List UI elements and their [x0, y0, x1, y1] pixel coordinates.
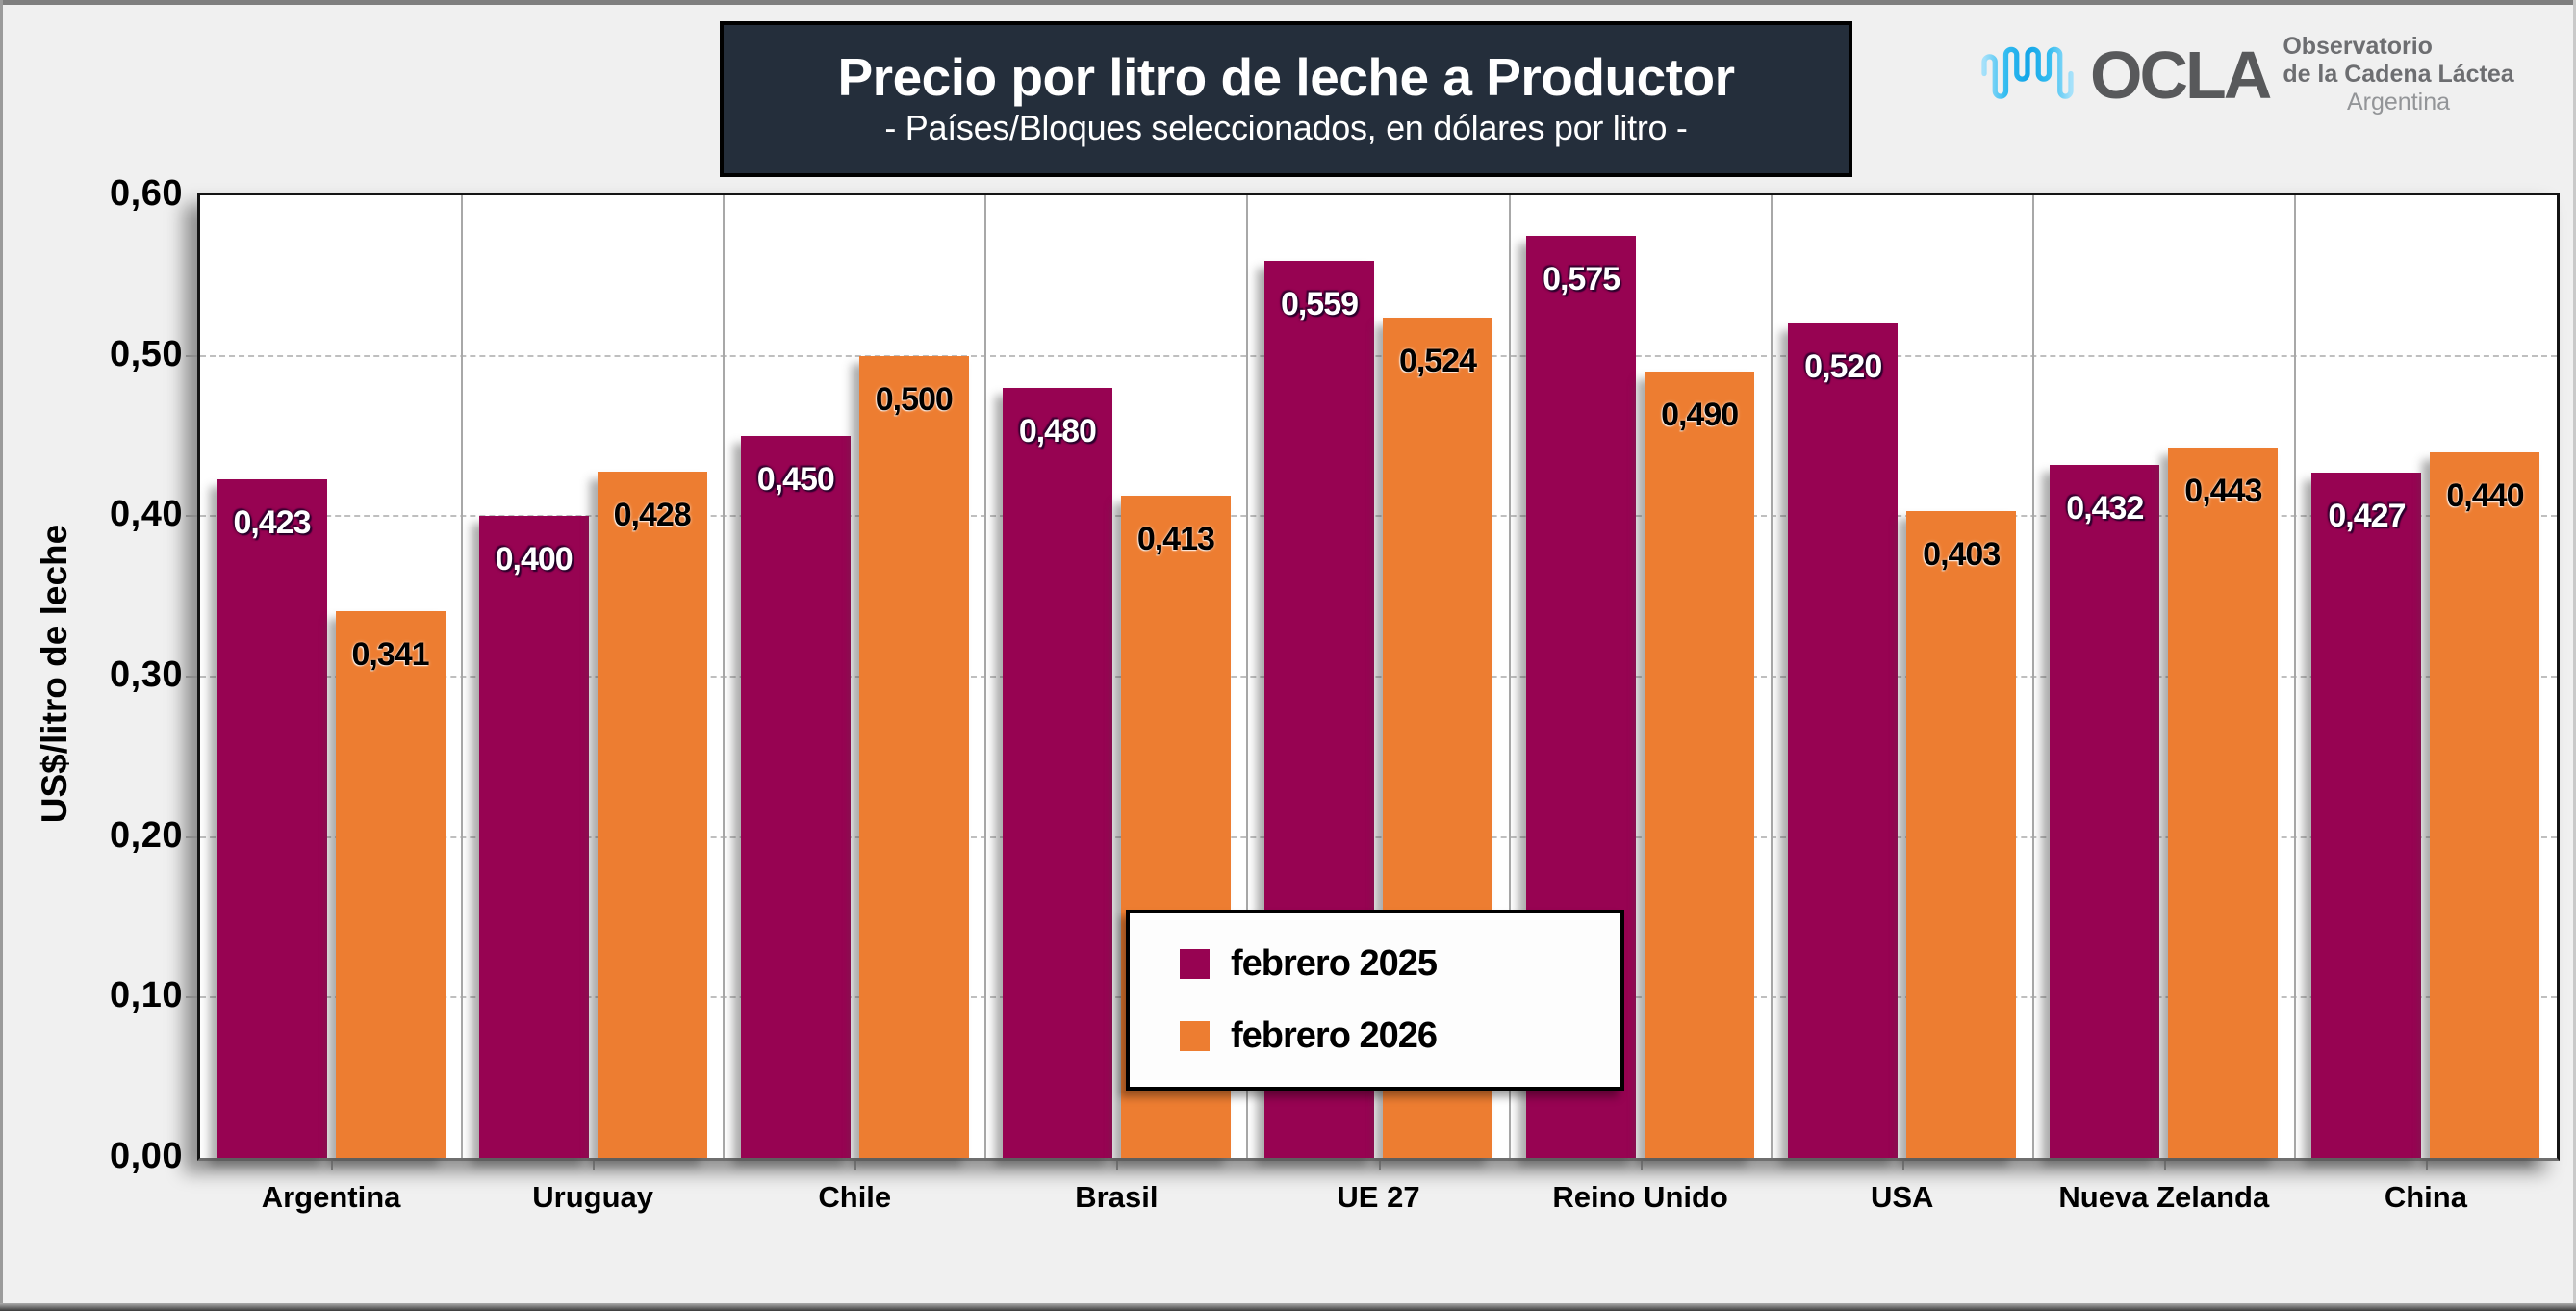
bar-value-label: 0,443	[2184, 472, 2262, 509]
y-tick-label: 0,50	[110, 333, 183, 374]
bar-febrero-2026-Uruguay: 0,428	[597, 471, 707, 1158]
legend-item: febrero 2026	[1180, 1015, 1620, 1057]
bar-febrero-2025-Brasil: 0,480	[1002, 388, 1112, 1158]
y-tick-mark	[186, 996, 197, 999]
gridline	[200, 835, 2557, 838]
bar-value-label: 0,403	[1923, 536, 2001, 574]
x-category-label: Chile	[818, 1180, 892, 1214]
bar-value-label: 0,341	[351, 635, 430, 673]
ocla-org-name: Observatorio de la Cadena Láctea Argenti…	[2283, 33, 2513, 116]
bar-febrero-2025-Nueva-Zelanda: 0,432	[2050, 465, 2160, 1158]
x-category-label: Brasil	[1075, 1180, 1159, 1214]
category-separator	[2293, 195, 2296, 1158]
category-separator	[1770, 195, 1773, 1158]
y-tick-label: 0,40	[110, 494, 183, 535]
legend-label-feb-2025: febrero 2025	[1231, 943, 1438, 985]
x-tick-mark	[2163, 1161, 2166, 1170]
gridline	[200, 354, 2557, 357]
ocla-acronym: OCLA	[2090, 37, 2272, 113]
bar-value-label: 0,500	[875, 380, 954, 418]
window-right-edge	[2573, 0, 2576, 1311]
gridline	[200, 676, 2557, 678]
bar-value-label: 0,575	[1543, 260, 1620, 297]
ocla-org-line1: Observatorio	[2283, 33, 2433, 60]
bar-febrero-2026-Chile: 0,500	[858, 355, 969, 1158]
bar-value-label: 0,413	[1136, 520, 1215, 557]
legend-swatch-feb-2026	[1180, 1020, 1210, 1051]
bar-febrero-2026-Reino-Unido: 0,490	[1645, 372, 1755, 1158]
bar-value-label: 0,440	[2446, 476, 2524, 514]
category-separator	[2031, 195, 2034, 1158]
bar-febrero-2026-USA: 0,403	[1906, 511, 2017, 1158]
milk-wave-icon	[1978, 34, 2077, 116]
y-tick-label: 0,10	[110, 975, 183, 1016]
category-separator	[1508, 195, 1511, 1158]
ocla-logo: OCLA Observatorio de la Cadena Láctea Ar…	[1978, 33, 2514, 116]
ocla-org-line3: Argentina	[2346, 89, 2451, 116]
bar-value-label: 0,423	[233, 504, 312, 541]
window-bottom-edge	[0, 1303, 2576, 1311]
y-tick-mark	[186, 835, 197, 838]
bar-value-label: 0,490	[1661, 397, 1739, 434]
x-category-label: Reino Unido	[1552, 1180, 1728, 1214]
x-tick-mark	[331, 1161, 334, 1170]
bar-value-label: 0,524	[1398, 342, 1477, 379]
gridline	[200, 515, 2557, 518]
window-left-edge	[0, 0, 3, 1311]
bar-value-label: 0,520	[1804, 348, 1882, 386]
y-tick-mark	[186, 515, 197, 518]
chart-subtitle: - Países/Bloques seleccionados, en dólar…	[884, 107, 1688, 147]
bar-value-label: 0,400	[495, 541, 574, 578]
x-tick-mark	[593, 1161, 596, 1170]
bar-value-label: 0,428	[613, 496, 692, 533]
bar-febrero-2026-China: 0,440	[2430, 451, 2540, 1158]
x-category-label: Argentina	[261, 1180, 401, 1214]
y-tick-mark	[186, 354, 197, 357]
x-category-label: China	[2384, 1180, 2467, 1214]
y-tick-label: 0,20	[110, 814, 183, 856]
legend-swatch-feb-2025	[1180, 949, 1210, 980]
bar-value-label: 0,432	[2066, 490, 2144, 527]
y-tick-mark	[186, 676, 197, 678]
bar-value-label: 0,427	[2328, 498, 2406, 535]
bar-value-label: 0,480	[1018, 413, 1097, 450]
x-tick-mark	[1901, 1161, 1904, 1170]
bar-febrero-2025-USA: 0,520	[1788, 323, 1899, 1158]
x-tick-mark	[1378, 1161, 1381, 1170]
x-tick-mark	[854, 1161, 857, 1170]
bar-febrero-2026-Argentina: 0,341	[335, 610, 446, 1158]
category-separator	[1246, 195, 1249, 1158]
x-category-label: USA	[1870, 1180, 1934, 1214]
x-tick-mark	[1640, 1161, 1643, 1170]
x-category-label: UE 27	[1337, 1180, 1420, 1214]
y-tick-label: 0,60	[110, 173, 183, 214]
x-category-label: Nueva Zelanda	[2058, 1180, 2270, 1214]
bar-febrero-2025-Chile: 0,450	[740, 436, 851, 1158]
y-tick-label: 0,30	[110, 655, 183, 695]
bar-febrero-2025-China: 0,427	[2311, 473, 2422, 1158]
bar-value-label: 0,450	[756, 461, 835, 498]
ocla-org-line2: de la Cadena Láctea	[2283, 61, 2514, 88]
legend: febrero 2025 febrero 2026	[1126, 910, 1624, 1091]
bar-febrero-2026-Nueva-Zelanda: 0,443	[2168, 447, 2279, 1158]
chart-title-box: Precio por litro de leche a Productor - …	[720, 21, 1852, 177]
category-separator	[461, 195, 464, 1158]
bar-febrero-2025-Argentina: 0,423	[217, 479, 327, 1158]
chart-title: Precio por litro de leche a Productor	[837, 47, 1736, 108]
y-tick-label: 0,00	[110, 1136, 183, 1176]
legend-label-feb-2026: febrero 2026	[1231, 1015, 1438, 1056]
x-tick-mark	[2425, 1161, 2428, 1170]
legend-item: febrero 2025	[1180, 943, 1620, 985]
category-separator	[984, 195, 987, 1158]
category-separator	[723, 195, 726, 1158]
x-tick-mark	[1116, 1161, 1119, 1170]
bar-value-label: 0,559	[1280, 286, 1359, 323]
window-top-edge	[0, 0, 2576, 5]
x-category-label: Uruguay	[532, 1180, 654, 1214]
bar-febrero-2025-Uruguay: 0,400	[478, 516, 589, 1158]
